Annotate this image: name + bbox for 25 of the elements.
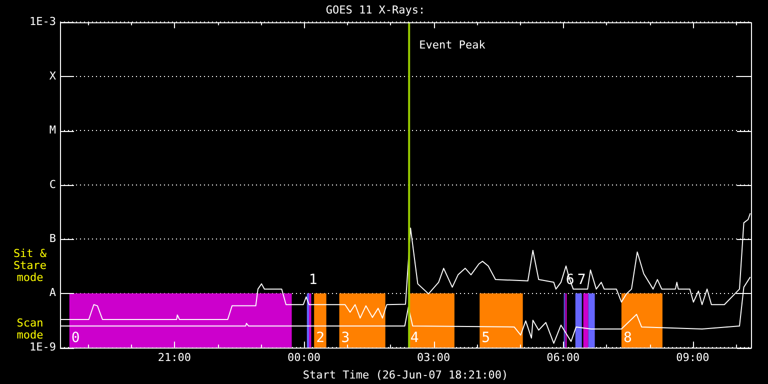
y-tick-label: M bbox=[49, 124, 56, 137]
band-label: 2 bbox=[316, 330, 325, 346]
band-label: 7 bbox=[577, 272, 586, 288]
x-tick-label: 09:00 bbox=[676, 351, 710, 364]
band-label: 0 bbox=[71, 330, 80, 346]
band-label: 3 bbox=[341, 330, 350, 346]
x-tick-label: 00:00 bbox=[287, 351, 321, 364]
text: Scan mode bbox=[16, 316, 44, 342]
y-tick-label: 1E-9 bbox=[30, 340, 56, 354]
band-label: 4 bbox=[410, 330, 419, 346]
x-tick-label: 06:00 bbox=[546, 351, 580, 364]
x-tick-label: 03:00 bbox=[417, 351, 450, 364]
x-tick-label: 21:00 bbox=[158, 351, 192, 364]
ref-line-label: Event Peak bbox=[419, 38, 486, 52]
y-tick-label: C bbox=[49, 178, 56, 191]
text: Sit & Stare mode bbox=[13, 247, 47, 284]
y-tick-label: X bbox=[49, 69, 56, 82]
band-label: 8 bbox=[623, 330, 632, 346]
chart-title: GOES 11 X-Rays: bbox=[326, 3, 426, 16]
y-tick-label: A bbox=[49, 286, 56, 300]
y-tick-label: 1E-3 bbox=[30, 15, 56, 28]
x-axis-title: Start Time (26-Jun-07 18:21:00) bbox=[302, 368, 508, 382]
band-label: 1 bbox=[308, 272, 318, 288]
y-tick-label: B bbox=[49, 232, 56, 245]
band-label: 5 bbox=[482, 330, 490, 346]
